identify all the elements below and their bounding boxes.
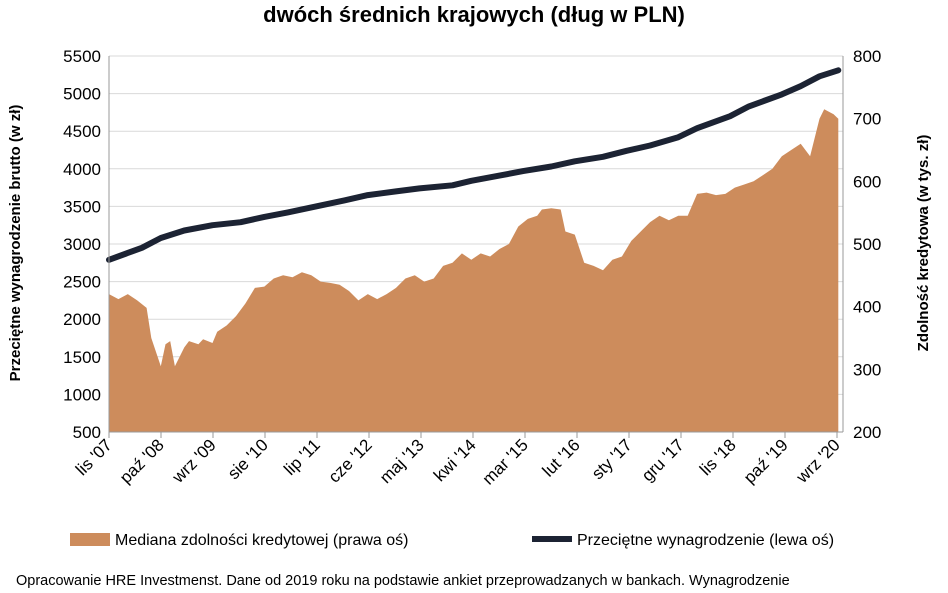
- left-tick-label: 3500: [63, 197, 101, 216]
- legend-label-line: Przeciętne wynagrodzenie (lewa oś): [577, 532, 834, 549]
- x-tick-label: maj '13: [376, 435, 428, 487]
- left-tick-label: 5500: [63, 47, 101, 66]
- x-tick-label: paź '08: [116, 435, 168, 487]
- x-tick-label: lut '16: [539, 435, 584, 480]
- x-axis-ticks: lis '07 paź '08 wrz '09 sie '10 lip '11 cze '…: [72, 432, 844, 489]
- right-tick-label: 500: [853, 235, 881, 254]
- x-tick-label: paź '19: [740, 435, 792, 487]
- left-tick-label: 4000: [63, 160, 101, 179]
- right-tick-label: 600: [853, 172, 881, 191]
- left-tick-label: 3000: [63, 235, 101, 254]
- x-tick-label: sty '17: [588, 435, 636, 483]
- left-tick-label: 1000: [63, 385, 101, 404]
- chart-title: dwóch średnich krajowych (dług w PLN): [263, 2, 685, 27]
- left-tick-label: 5000: [63, 85, 101, 104]
- area-series-capacity: [109, 109, 839, 433]
- legend-swatch-area: [70, 533, 110, 546]
- left-axis-ticks: 500 1000 1500 2000 2500 3000 3500 4000 4500 5000 5…: [63, 47, 101, 442]
- x-tick-label: sie '10: [224, 435, 272, 483]
- legend-label-area: Mediana zdolności kredytowej (prawa oś): [115, 532, 408, 549]
- x-tick-label: wrz '09: [168, 435, 220, 487]
- x-tick-label: wrz '20: [792, 435, 844, 487]
- left-tick-label: 2500: [63, 273, 101, 292]
- right-tick-label: 700: [853, 110, 881, 129]
- axes: [108, 56, 844, 433]
- left-tick-label: 2000: [63, 310, 101, 329]
- right-tick-label: 200: [853, 423, 881, 442]
- x-tick-label: lip '11: [280, 435, 324, 479]
- x-tick-label: lis '18: [696, 435, 740, 479]
- right-tick-label: 800: [853, 47, 881, 66]
- right-axis-ticks: 200 300 400 500 600 700 800: [853, 47, 881, 442]
- left-axis-title: Przeciętne wynagrodzenie brutto (w zł): [7, 105, 24, 382]
- right-axis-title: Zdolność kredytowa (w tys. zł): [915, 135, 932, 352]
- x-tick-label: kwi '14: [430, 435, 480, 485]
- x-tick-label: gru '17: [638, 435, 688, 485]
- x-tick-label: cze '12: [325, 435, 376, 486]
- right-tick-label: 400: [853, 298, 881, 317]
- left-tick-label: 1500: [63, 348, 101, 367]
- line-series-salary: [106, 67, 842, 263]
- legend: Mediana zdolności kredytowej (prawa oś) …: [70, 532, 834, 549]
- left-tick-label: 500: [73, 423, 101, 442]
- x-tick-label: mar '15: [479, 435, 532, 488]
- footnote: Opracowanie HRE Investmenst. Dane od 201…: [16, 573, 790, 589]
- right-tick-label: 300: [853, 360, 881, 379]
- left-tick-label: 4500: [63, 122, 101, 141]
